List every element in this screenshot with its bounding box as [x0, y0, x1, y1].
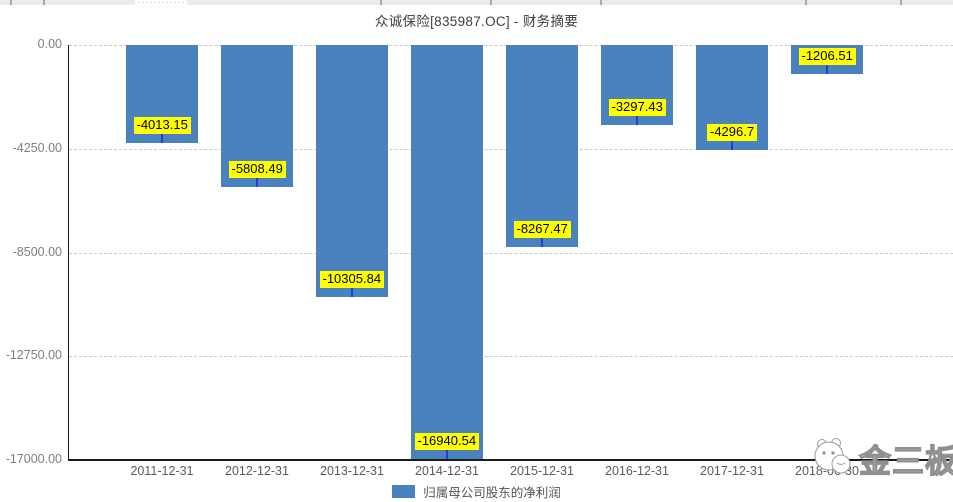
x-axis-tick-label: 2018-06-30	[795, 464, 859, 478]
x-axis-tick-label: 2015-12-31	[510, 464, 574, 478]
y-axis-tick-label: -8500.00	[12, 244, 62, 259]
y-gridline	[69, 356, 953, 358]
bar-label-tick-icon	[161, 134, 163, 143]
y-axis-tick-label: 0.00	[37, 37, 62, 51]
y-axis-tick-label: -17000.00	[5, 452, 62, 466]
strip-thumb	[135, 0, 187, 5]
y-axis-tick-label: -4250.00	[12, 140, 62, 155]
legend[interactable]: 归属母公司股东的净利润	[0, 482, 953, 501]
bar-value-label: -1206.51	[798, 48, 856, 65]
bar-value-label: -8267.47	[513, 221, 571, 238]
bar-label-tick-icon	[446, 450, 448, 459]
legend-series-label: 归属母公司股东的净利润	[423, 486, 561, 500]
x-axis-tick-label: 2013-12-31	[320, 464, 384, 478]
strip-mark	[805, 0, 807, 5]
bar[interactable]	[506, 45, 578, 247]
bar-label-tick-icon	[256, 178, 258, 187]
bar-value-label: -3297.43	[608, 99, 666, 116]
bar-label-tick-icon	[731, 141, 733, 150]
bar[interactable]	[411, 45, 483, 459]
x-axis-line	[68, 459, 953, 461]
x-axis-tick-label: 2012-12-31	[225, 464, 289, 478]
x-axis-tick-label: 2016-12-31	[605, 464, 669, 478]
x-axis-tick-label: 2014-12-31	[415, 464, 479, 478]
strip-mark	[10, 0, 12, 5]
y-axis-line	[68, 45, 69, 460]
bar-label-tick-icon	[541, 238, 543, 247]
x-axis-tick-label: 2011-12-31	[130, 464, 194, 478]
bar-value-label: -5808.49	[228, 161, 286, 178]
bar-value-label: -16940.54	[414, 433, 480, 450]
strip-mark	[900, 0, 902, 5]
bar-value-label: -4013.15	[133, 117, 191, 134]
bar-label-tick-icon	[351, 288, 353, 297]
strip-mark	[600, 0, 602, 5]
x-axis-tick-label: 2017-12-31	[700, 464, 764, 478]
bar-value-label: -10305.84	[319, 271, 385, 288]
top-edge-strip	[0, 0, 953, 5]
strip-mark	[43, 0, 45, 5]
bar-label-tick-icon	[636, 116, 638, 125]
y-axis-tick-label: -12750.00	[5, 348, 62, 363]
y-gridline	[69, 252, 953, 254]
strip-mark	[380, 0, 382, 5]
bar-value-label: -4296.7	[707, 124, 758, 141]
chart-title: 众诚保险[835987.OC] - 财务摘要	[374, 14, 579, 29]
bar[interactable]	[316, 45, 388, 297]
bar-label-tick-icon	[826, 65, 828, 74]
strip-mark	[490, 0, 492, 5]
legend-swatch	[392, 485, 416, 498]
